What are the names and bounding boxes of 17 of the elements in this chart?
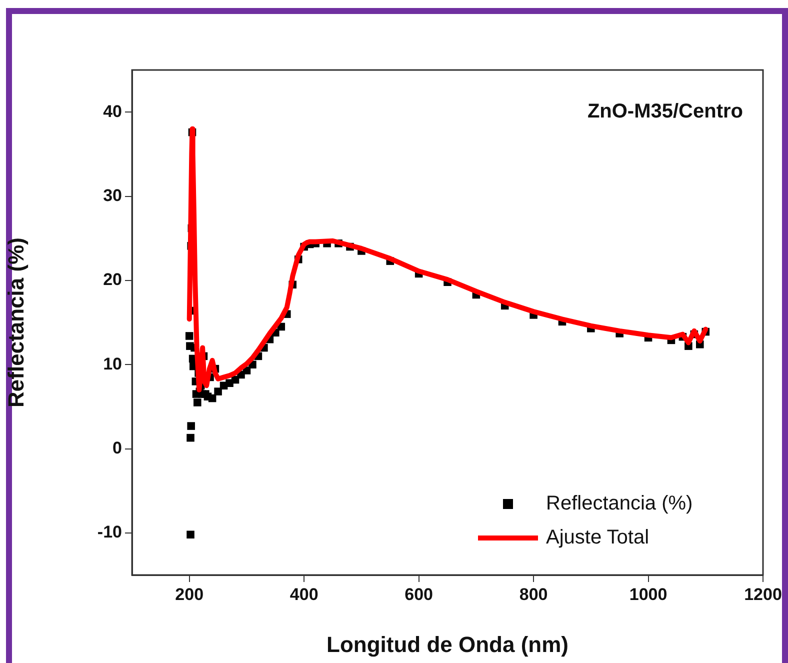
x-tick-label: 400 [290, 584, 318, 604]
x-tick-label: 600 [404, 584, 434, 604]
y-tick-label: 10 [103, 354, 122, 374]
x-tick-label: 1000 [629, 584, 668, 604]
y-tick-label: -10 [97, 522, 122, 542]
y-tick-label: 0 [112, 438, 122, 458]
x-tick-label: 1200 [744, 584, 782, 604]
x-axis-title: Longitud de Onda (nm) [326, 632, 568, 657]
y-tick-label: 20 [103, 270, 122, 290]
text: ZnO-M35/Centro [587, 100, 743, 123]
y-axis-title: Reflectancia (%) [3, 238, 28, 408]
x-tick-label: 200 [175, 584, 204, 604]
legend-label: Ajuste Total [546, 526, 650, 549]
y-tick-label: 40 [103, 102, 122, 121]
legend-label: Reflectancia (%) [546, 492, 693, 515]
x-tick-label: 800 [519, 584, 548, 604]
y-tick-label: 30 [103, 186, 122, 205]
